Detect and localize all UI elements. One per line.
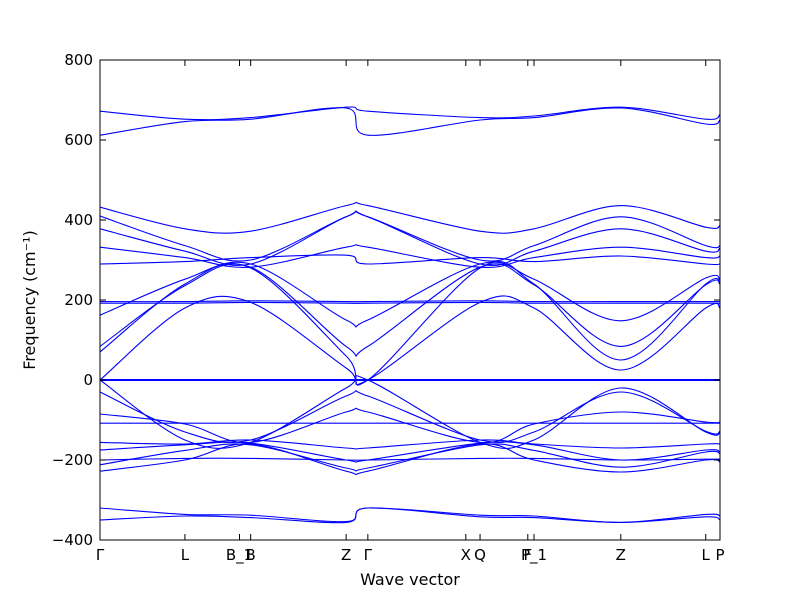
x-tick-label: Q: [474, 546, 486, 564]
x-tick-label: Z: [616, 546, 626, 564]
y-tick-label: 600: [64, 131, 93, 149]
x-tick-label: L: [181, 546, 190, 564]
phonon-band-7: [100, 254, 720, 266]
x-tick-label: P: [715, 546, 724, 564]
x-tick-label: B_1: [226, 546, 253, 565]
y-tick-label: 800: [64, 51, 93, 69]
phonon-band-2: [100, 107, 720, 136]
phonon-band-15: [100, 375, 720, 449]
x-tick-label: L: [702, 546, 711, 564]
phonon-band-9: [100, 263, 720, 357]
phonon-band-19: [100, 439, 720, 450]
phonon-band-20: [100, 441, 720, 463]
phonon-band-8: [100, 261, 720, 328]
plot-area-frame: [99, 59, 721, 541]
phonon-band-16: [100, 390, 720, 443]
phonon-band-4: [100, 210, 720, 262]
phonon-band-17: [100, 407, 720, 444]
y-axis-title: Frequency (cm⁻¹): [20, 230, 39, 369]
phonon-band-22: [100, 457, 720, 461]
x-tick-label: B: [246, 546, 256, 564]
x-tick-label: F: [523, 546, 532, 564]
x-tick-label: X: [461, 546, 471, 564]
y-tick-label: −400: [52, 531, 93, 549]
x-tick-label: Z: [341, 546, 351, 564]
y-tick-label: 200: [64, 291, 93, 309]
phonon-band-11: [100, 301, 720, 304]
phonon-band-6: [100, 244, 720, 268]
y-tick-label: 0: [83, 371, 93, 389]
phonon-band-25: [100, 507, 720, 524]
phonon-band-1: [100, 106, 720, 121]
x-tick-label: Γ: [364, 546, 373, 564]
phonon-band-12: [100, 261, 720, 386]
phonon-band-24: [100, 507, 720, 523]
x-axis-title: Wave vector: [360, 570, 460, 589]
y-tick-label: −200: [52, 451, 93, 469]
x-tick-label: P_1: [521, 546, 547, 565]
phonon-band-5: [100, 210, 720, 266]
phonon-band-3: [100, 201, 720, 234]
phonon-band-10: [100, 300, 720, 303]
phonon-band-23: [100, 443, 720, 476]
y-tick-label: 400: [64, 211, 93, 229]
phonon-band-13: [100, 295, 720, 386]
x-tick-label: Γ: [96, 546, 105, 564]
phonon-band-21: [100, 443, 720, 472]
